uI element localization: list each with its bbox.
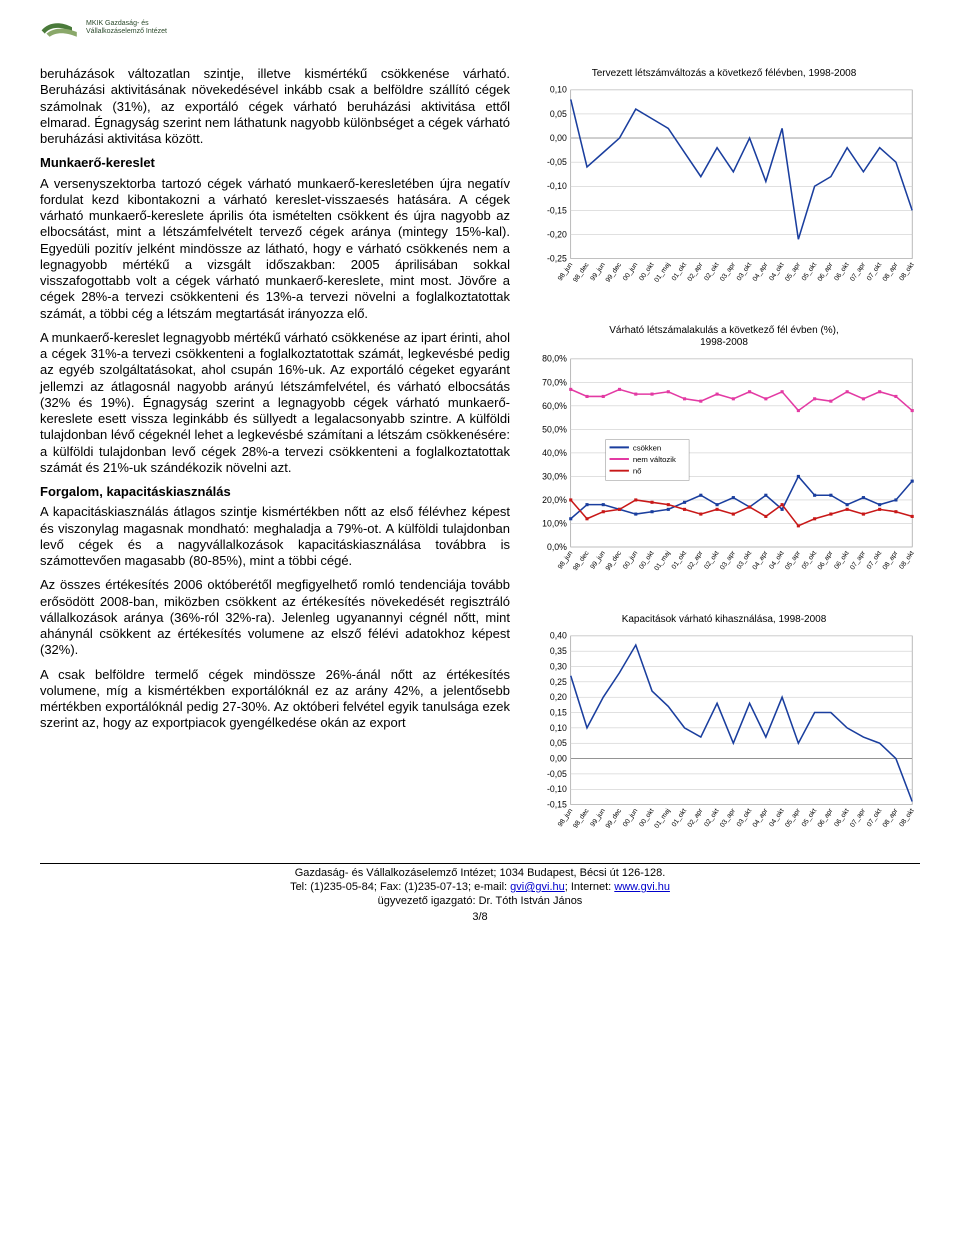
svg-text:0,00: 0,00 [550,133,567,143]
svg-text:00_jun: 00_jun [622,807,640,828]
logo-text-1: MKIK Gazdaság- és [86,20,167,28]
logo-text-2: Vállalkozáselemző Intézet [86,28,167,36]
heading-forgalom: Forgalom, kapacitáskiasználás [40,484,510,500]
svg-text:0,05: 0,05 [550,738,567,748]
svg-text:98_dec: 98_dec [572,261,591,284]
svg-text:06_apr: 06_apr [817,807,835,829]
svg-text:06_apr: 06_apr [817,261,835,283]
chart-3-svg: 0,40 0,35 0,30 0,25 0,20 0,15 0,10 0,05 0,00 -0,0… [530,630,918,853]
svg-text:00_jun: 00_jun [622,261,640,282]
svg-text:99_dec: 99_dec [605,807,624,830]
svg-text:-0,15: -0,15 [547,205,567,215]
paragraph-1: beruházások változatlan szintje, illetve… [40,66,510,147]
charts-column: Tervezett létszámváltozás a következő fé… [528,66,920,855]
logo-swoosh-icon [40,16,80,40]
chart-1-svg: 0,10 0,05 0,00 -0,05 -0,10 -0,15 -0,20 -0,25 98_… [530,84,918,307]
svg-text:-0,20: -0,20 [547,229,567,239]
svg-text:99_dec: 99_dec [605,261,624,284]
svg-text:99_dec: 99_dec [605,550,624,573]
svg-text:03_apr: 03_apr [719,807,737,829]
svg-text:05_apr: 05_apr [784,807,802,829]
svg-text:-0,05: -0,05 [547,157,567,167]
paragraph-5: Az összes értékesítés 2006 októberétől m… [40,577,510,658]
footer-url-link[interactable]: www.gvi.hu [614,881,670,893]
footer-line-1: Gazdaság- és Vállalkozáselemző Intézet; … [40,866,920,880]
chart-3-title: Kapacitások várható kihasználása, 1998-2… [530,614,918,626]
svg-text:07_apr: 07_apr [849,261,867,283]
paragraph-3: A munkaerő-kereslet legnagyobb mértékű v… [40,330,510,476]
svg-text:04_apr: 04_apr [752,807,770,829]
svg-text:-0,10: -0,10 [547,181,567,191]
svg-text:05_apr: 05_apr [784,549,802,571]
svg-text:02_apr: 02_apr [687,549,705,571]
svg-text:08_okt: 08_okt [898,807,915,828]
svg-text:98_dec: 98_dec [572,807,591,830]
svg-text:-0,25: -0,25 [547,254,567,264]
svg-text:0,15: 0,15 [550,707,567,717]
svg-text:01_maj: 01_maj [653,550,672,573]
footer-line-3: ügyvezető igazgató: Dr. Tóth István Jáno… [40,894,920,908]
svg-text:00_jun: 00_jun [622,550,640,571]
svg-text:0,30: 0,30 [550,661,567,671]
svg-text:08_okt: 08_okt [898,550,915,571]
svg-text:-0,15: -0,15 [547,799,567,809]
svg-text:0,40: 0,40 [550,630,567,640]
svg-text:01_maj: 01_maj [653,807,672,830]
svg-text:csökken: csökken [633,443,661,452]
page-number: 3/8 [40,910,920,924]
svg-text:nő: nő [633,467,642,476]
body-text-column: beruházások változatlan szintje, illetve… [40,66,510,855]
svg-text:03_apr: 03_apr [719,261,737,283]
svg-text:05_apr: 05_apr [784,261,802,283]
paragraph-4: A kapacitáskiasználás átlagos szintje ki… [40,504,510,569]
svg-text:0,00: 0,00 [550,753,567,763]
chart-3-kapacitasok: Kapacitások várható kihasználása, 1998-2… [528,612,920,855]
footer-line-2: Tel: (1)235-05-84; Fax: (1)235-07-13; e-… [40,880,920,894]
svg-text:02_apr: 02_apr [687,261,705,283]
svg-text:0,10: 0,10 [550,722,567,732]
svg-text:80,0%: 80,0% [542,354,567,364]
svg-text:02_apr: 02_apr [687,807,705,829]
chart-2-letszamalakulas: Várható létszámalakulás a következő fél … [528,323,920,598]
svg-text:03_apr: 03_apr [719,549,737,571]
svg-text:06_apr: 06_apr [817,549,835,571]
chart-1-title: Tervezett létszámváltozás a következő fé… [530,68,918,80]
svg-text:-0,10: -0,10 [547,784,567,794]
svg-text:98_dec: 98_dec [572,550,591,573]
svg-text:08_apr: 08_apr [882,807,900,829]
svg-text:0,05: 0,05 [550,109,567,119]
institute-logo: MKIK Gazdaság- és Vállalkozáselemző Inté… [40,8,210,48]
svg-text:08_okt: 08_okt [898,261,915,282]
paragraph-6: A csak belföldre termelő cégek mindössze… [40,667,510,732]
svg-text:40,0%: 40,0% [542,448,567,458]
svg-text:0,25: 0,25 [550,676,567,686]
svg-text:07_apr: 07_apr [849,549,867,571]
page-footer: Gazdaság- és Vállalkozáselemző Intézet; … [40,863,920,924]
paragraph-2: A versenyszektorba tartozó cégek várható… [40,176,510,322]
svg-text:50,0%: 50,0% [542,424,567,434]
svg-text:04_apr: 04_apr [752,261,770,283]
svg-text:08_apr: 08_apr [882,549,900,571]
svg-text:04_apr: 04_apr [752,549,770,571]
svg-text:70,0%: 70,0% [542,377,567,387]
chart-1-letszamvaltozas: Tervezett létszámváltozás a következő fé… [528,66,920,309]
svg-text:01_maj: 01_maj [653,261,672,284]
svg-text:0,0%: 0,0% [547,542,567,552]
svg-text:10,0%: 10,0% [542,518,567,528]
svg-text:0,10: 0,10 [550,85,567,95]
chart-2-title: Várható létszámalakulás a következő fél … [530,325,918,349]
svg-text:60,0%: 60,0% [542,401,567,411]
svg-text:0,35: 0,35 [550,646,567,656]
svg-text:-0,05: -0,05 [547,768,567,778]
footer-email-link[interactable]: gvi@gvi.hu [510,881,565,893]
svg-text:nem változik: nem változik [633,455,676,464]
svg-text:0,20: 0,20 [550,692,567,702]
svg-text:20,0%: 20,0% [542,495,567,505]
svg-text:08_apr: 08_apr [882,261,900,283]
heading-munkaero: Munkaerő-kereslet [40,155,510,171]
chart-2-svg: 80,0% 70,0% 60,0% 50,0% 40,0% 30,0% 20,0% 10,0%… [530,353,918,596]
svg-text:30,0%: 30,0% [542,471,567,481]
svg-text:07_apr: 07_apr [849,807,867,829]
